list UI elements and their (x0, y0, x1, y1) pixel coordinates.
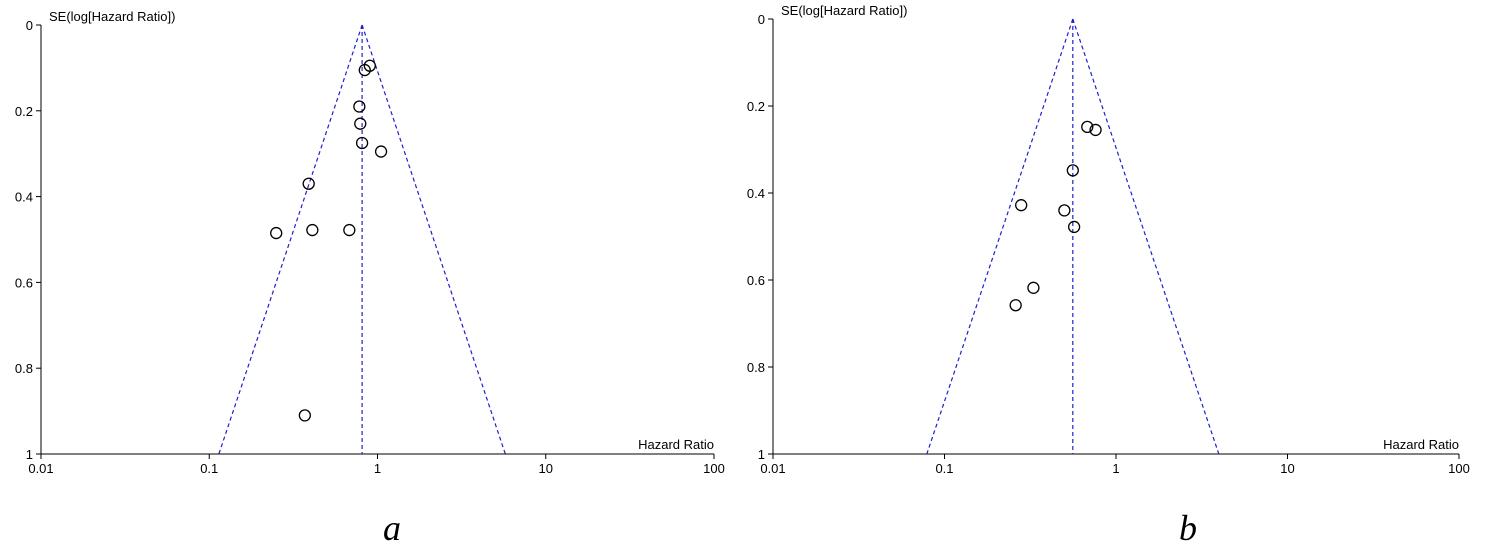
study-point (343, 223, 356, 237)
y-axis-title: SE(log[Hazard Ratio]) (49, 9, 175, 24)
study-point (374, 145, 388, 158)
y-tick-label: 1 (758, 447, 765, 462)
x-tick-label: 1 (374, 461, 381, 476)
x-axis-title: Hazard Ratio (638, 437, 714, 452)
y-tick-label: 0.4 (747, 186, 765, 201)
study-point (1066, 164, 1079, 177)
x-tick-label: 0.1 (200, 461, 218, 476)
funnel-right-limit-line (1072, 18, 1220, 455)
x-tick-label: 10 (539, 461, 553, 476)
funnel-left-limit-line (926, 18, 1074, 455)
x-tick-label: 0.1 (935, 461, 953, 476)
x-tick-label: 1 (1112, 461, 1119, 476)
x-tick-label: 100 (1448, 461, 1470, 476)
funnel-plot-panel-b: 00.20.40.60.810.01 0.1 1 10 100SE(log[Hazard… (747, 3, 1470, 548)
study-point (302, 177, 315, 190)
study-point (353, 100, 366, 113)
y-tick-label: 0 (26, 18, 33, 33)
y-tick-label: 0.2 (15, 104, 33, 119)
study-point (306, 223, 319, 237)
study-point (1015, 199, 1028, 212)
study-point (1089, 123, 1102, 137)
panel-label: a (383, 508, 401, 548)
y-tick-label: 0.4 (15, 190, 33, 205)
y-axis-title: SE(log[Hazard Ratio]) (781, 3, 907, 18)
y-tick-label: 0.6 (15, 275, 33, 290)
funnel-plot-panel-a: 00.20.40.60.810.01 0.1 1 10 100SE(log[Hazard… (15, 9, 725, 548)
study-point (298, 409, 311, 422)
study-point (1067, 220, 1081, 234)
study-point (1027, 281, 1040, 294)
x-tick-label: 0.01 (28, 461, 53, 476)
study-point (270, 226, 283, 240)
y-tick-label: 0.6 (747, 273, 765, 288)
funnel-right-limit-line (361, 24, 506, 455)
y-tick-label: 0.8 (15, 361, 33, 376)
study-point (355, 136, 369, 150)
y-tick-label: 0 (758, 12, 765, 27)
panel-label: b (1179, 508, 1197, 548)
funnel-left-limit-line (218, 24, 363, 455)
y-tick-label: 0.2 (747, 99, 765, 114)
study-point (1009, 299, 1022, 312)
x-tick-label: 10 (1280, 461, 1294, 476)
study-point (1081, 120, 1094, 134)
study-point (354, 117, 367, 130)
x-tick-label: 100 (703, 461, 725, 476)
x-axis-title: Hazard Ratio (1383, 437, 1459, 452)
y-tick-label: 0.8 (747, 360, 765, 375)
y-tick-label: 1 (26, 447, 33, 462)
study-point (1058, 204, 1071, 217)
study-point (358, 63, 371, 77)
x-tick-label: 0.01 (760, 461, 785, 476)
